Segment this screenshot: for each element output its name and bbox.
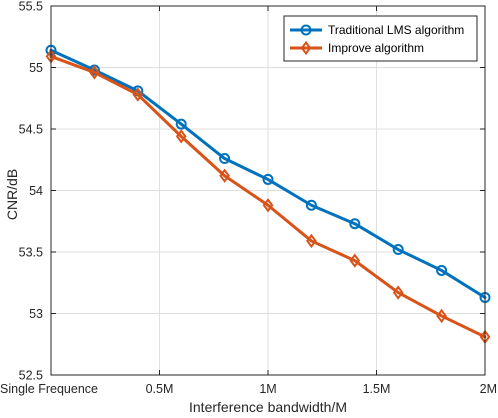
y-tick-label: 55.5	[19, 0, 43, 14]
data-point-diamond	[436, 308, 447, 324]
legend-label: Improve algorithm	[328, 41, 424, 55]
data-point-diamond	[306, 233, 317, 249]
data-point-diamond	[392, 285, 404, 300]
y-axis-ticks: 52.5 53 53.5 54 54.5 55 55.5	[19, 0, 485, 383]
legend-marker-diamond	[300, 40, 312, 56]
y-tick-label: 53.5	[19, 246, 43, 260]
data-point-circle	[349, 218, 361, 230]
y-tick-label: 54	[29, 184, 43, 198]
data-point-diamond	[219, 168, 230, 183]
y-tick-label: 52.5	[19, 369, 43, 383]
series-2	[45, 49, 491, 345]
y-tick-label: 54.5	[19, 123, 43, 137]
series-layer	[45, 44, 491, 345]
data-point-circle	[262, 173, 274, 185]
data-point-circle	[436, 264, 448, 276]
legend-label: Traditional LMS algorithm	[328, 23, 464, 37]
legend: Traditional LMS algorithm Improve algorit…	[283, 15, 478, 62]
series-line	[49, 54, 487, 339]
y-axis-label: CNR/dB	[4, 169, 20, 220]
data-point-circle	[392, 244, 404, 256]
y-tick-label: 55	[29, 61, 43, 75]
x-tick-label: Single Frequence	[0, 382, 98, 396]
legend-box	[283, 15, 478, 62]
x-tick-label: 0.5M	[146, 382, 174, 396]
plot-area: 52.5 53 53.5 54 54.5 55 55.5 Single Frequence 0…	[0, 0, 497, 396]
x-axis-ticks: Single Frequence 0.5M 1M 1.5M 2M	[0, 6, 497, 396]
x-tick-label: 2M	[480, 382, 497, 396]
legend-items: Traditional LMS algorithm Improve algorit…	[290, 23, 464, 56]
data-point-diamond	[89, 65, 100, 80]
data-point-circle	[219, 153, 231, 165]
data-point-circle	[175, 118, 187, 130]
data-point-diamond	[132, 87, 144, 102]
series-line	[49, 48, 487, 300]
data-point-diamond	[262, 198, 274, 213]
data-point-diamond	[349, 253, 361, 268]
legend-item-2: Improve algorithm	[290, 40, 424, 56]
legend-marker-circle	[300, 24, 312, 36]
x-tick-label: 1M	[259, 382, 276, 396]
legend-item-1: Traditional LMS algorithm	[290, 23, 464, 37]
data-point-circle	[305, 199, 317, 211]
x-tick-label: 1.5M	[363, 382, 391, 396]
y-tick-label: 53	[29, 307, 43, 321]
data-point-diamond	[175, 129, 187, 144]
x-axis-label: Interference bandwidth/M	[189, 399, 347, 415]
